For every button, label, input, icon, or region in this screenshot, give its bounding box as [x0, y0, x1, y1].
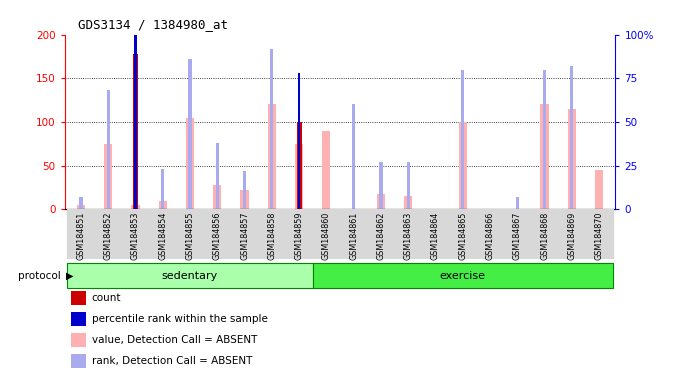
Bar — [322, 131, 330, 209]
Text: GSM184857: GSM184857 — [240, 212, 249, 260]
Bar — [95, 209, 122, 259]
Text: GSM184852: GSM184852 — [104, 212, 113, 260]
Bar — [188, 59, 192, 209]
Bar — [131, 205, 139, 209]
Bar — [515, 197, 519, 209]
Text: GSM184867: GSM184867 — [513, 212, 522, 260]
Text: GDS3134 / 1384980_at: GDS3134 / 1384980_at — [78, 18, 228, 31]
Bar — [568, 109, 576, 209]
Text: value, Detection Call = ABSENT: value, Detection Call = ABSENT — [92, 335, 257, 345]
Bar — [595, 170, 603, 209]
Text: count: count — [92, 293, 121, 303]
Bar — [134, 21, 137, 209]
Text: GSM184859: GSM184859 — [294, 212, 303, 260]
Bar — [204, 209, 231, 259]
Bar — [407, 162, 410, 209]
Text: GSM184865: GSM184865 — [458, 212, 467, 260]
Bar — [449, 209, 476, 259]
Bar — [422, 209, 449, 259]
Bar — [161, 169, 165, 209]
Text: GSM184854: GSM184854 — [158, 212, 167, 260]
Bar — [313, 209, 340, 259]
Bar — [241, 190, 249, 209]
Text: GSM184862: GSM184862 — [377, 212, 386, 260]
Bar — [216, 143, 219, 209]
Bar — [367, 209, 394, 259]
Text: ▶: ▶ — [66, 270, 73, 281]
Text: percentile rank within the sample: percentile rank within the sample — [92, 314, 268, 324]
Bar — [531, 209, 558, 259]
Bar — [296, 122, 301, 209]
Text: GSM184869: GSM184869 — [567, 212, 576, 260]
Bar — [270, 48, 273, 209]
Text: protocol: protocol — [18, 270, 61, 281]
Text: GSM184870: GSM184870 — [594, 212, 604, 260]
Bar — [176, 209, 204, 259]
Bar — [461, 70, 464, 209]
Bar — [133, 54, 138, 209]
Bar — [585, 209, 613, 259]
Text: GSM184855: GSM184855 — [186, 212, 194, 260]
Bar — [243, 171, 246, 209]
Text: GSM184868: GSM184868 — [540, 212, 549, 260]
Bar — [352, 104, 355, 209]
Bar — [77, 205, 85, 209]
Bar — [268, 104, 276, 209]
Bar — [377, 194, 385, 209]
Bar — [558, 209, 585, 259]
Text: GSM184866: GSM184866 — [486, 212, 494, 260]
Bar — [67, 263, 313, 288]
Bar — [67, 209, 95, 259]
Text: exercise: exercise — [440, 270, 486, 281]
Bar — [298, 73, 301, 209]
Text: sedentary: sedentary — [162, 270, 218, 281]
Bar — [158, 200, 167, 209]
Bar — [295, 144, 303, 209]
Bar — [394, 209, 422, 259]
Text: GSM184863: GSM184863 — [404, 212, 413, 260]
Bar — [286, 209, 313, 259]
Bar — [214, 185, 222, 209]
Text: GSM184864: GSM184864 — [431, 212, 440, 260]
Text: GSM184858: GSM184858 — [267, 212, 276, 260]
Bar — [258, 209, 286, 259]
Bar — [458, 122, 466, 209]
Bar — [570, 66, 573, 209]
Text: GSM184856: GSM184856 — [213, 212, 222, 260]
Text: GSM184861: GSM184861 — [349, 212, 358, 260]
Bar — [104, 144, 112, 209]
Text: GSM184853: GSM184853 — [131, 212, 140, 260]
Bar — [379, 162, 383, 209]
Bar — [122, 209, 149, 259]
Bar — [404, 196, 412, 209]
Bar — [476, 209, 504, 259]
Bar — [231, 209, 258, 259]
Text: rank, Detection Call = ABSENT: rank, Detection Call = ABSENT — [92, 356, 252, 366]
Bar — [543, 70, 546, 209]
Bar — [107, 91, 110, 209]
Bar — [80, 197, 82, 209]
Bar — [313, 263, 613, 288]
Text: GSM184860: GSM184860 — [322, 212, 331, 260]
Bar — [541, 104, 549, 209]
Bar — [340, 209, 367, 259]
Text: GSM184851: GSM184851 — [76, 212, 86, 260]
Bar — [504, 209, 531, 259]
Bar — [149, 209, 176, 259]
Bar — [186, 118, 194, 209]
